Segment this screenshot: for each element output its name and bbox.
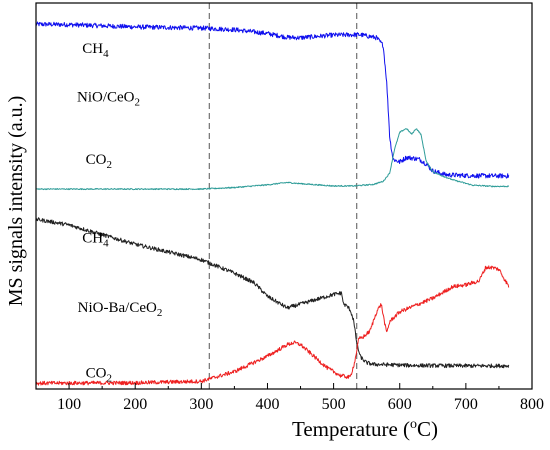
annotation-nio-ceo2-sub: 2 xyxy=(135,96,141,108)
annotation-co2-bottom-text: CO xyxy=(86,365,107,381)
x-tick-label-400: 400 xyxy=(255,396,279,413)
x-axis-title: Temperature (oC) xyxy=(292,417,438,441)
x-title-main: Temperature ( xyxy=(292,417,410,441)
series-line-3 xyxy=(35,217,510,369)
annotation-ch4-bottom: CH4 xyxy=(82,230,109,249)
annotation-nio-ceo2-text: NiO/CeO xyxy=(77,89,135,105)
y-axis-title: MS signals intensity (a.u.) xyxy=(5,96,27,307)
axes: 100 200 300 400 500 600 700 800 xyxy=(35,2,544,413)
annotation-nio-ba-ceo2-text: NiO-Ba/CeO xyxy=(78,300,157,316)
series-line-2 xyxy=(35,128,510,191)
x-tick-label-500: 500 xyxy=(322,396,346,413)
series-line-4 xyxy=(35,265,510,386)
x-tick-label-800: 800 xyxy=(520,396,544,413)
annotation-ch4-top-sub: 4 xyxy=(103,48,109,60)
reference-lines xyxy=(208,3,358,389)
series-line-1 xyxy=(35,21,510,179)
annotation-ch4-bottom-sub: 4 xyxy=(103,237,109,249)
x-title-unit: C) xyxy=(417,417,438,441)
annotation-ch4-top-text: CH xyxy=(82,41,103,57)
annotation-co2-bottom-sub: 2 xyxy=(106,372,112,384)
annotation-ch4-bottom-text: CH xyxy=(82,230,103,246)
annotation-nio-ceo2: NiO/CeO2 xyxy=(77,89,140,108)
x-title-degree: o xyxy=(410,417,417,432)
annotation-nio-ba-ceo2: NiO-Ba/CeO2 xyxy=(78,300,163,319)
annotation-co2-top-sub: 2 xyxy=(106,159,112,171)
x-tick-label-600: 600 xyxy=(388,396,412,413)
x-tick-label-200: 200 xyxy=(123,396,147,413)
annotation-ch4-top: CH4 xyxy=(82,41,109,60)
x-tick-label-700: 700 xyxy=(454,396,478,413)
series-lines xyxy=(35,21,510,386)
plot-frame xyxy=(35,2,533,390)
annotation-co2-top-text: CO xyxy=(86,152,107,168)
annotation-nio-ba-ceo2-sub: 2 xyxy=(157,307,163,319)
x-tick-label-300: 300 xyxy=(189,396,213,413)
annotation-co2-top: CO2 xyxy=(86,152,112,171)
x-tick-label-100: 100 xyxy=(57,396,81,413)
annotation-co2-bottom: CO2 xyxy=(86,365,112,384)
